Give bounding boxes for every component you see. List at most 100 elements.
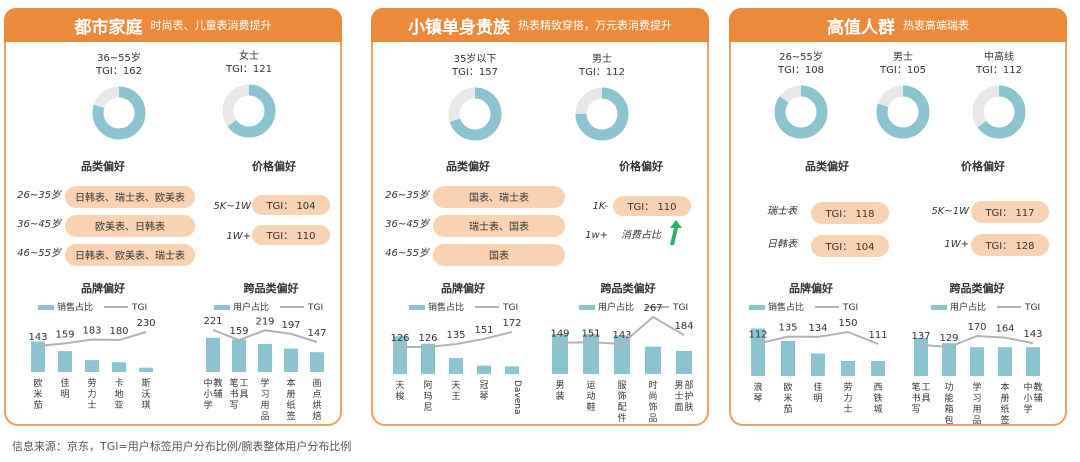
legend-line-label: TGI [502,303,518,313]
price-pill [252,195,330,215]
bar-劳力士 [841,361,855,376]
category-label: 茄 [783,403,792,415]
category-label: 沃 [141,389,150,400]
bar-天王 [449,358,463,374]
price-label: 5K~1W [213,201,252,212]
donut-value [448,87,502,141]
category-label: 习 [972,393,981,404]
bar-天梭 [393,336,407,374]
consumption-share-text: 消费占比 [621,229,662,241]
tgi-line [559,315,685,346]
tgi-label: 143 [1023,329,1042,340]
category-label: 学 [203,399,212,411]
section-title: 品类偏好 [81,159,125,173]
legend-line-label: TGI [131,303,147,313]
bar-时尚饰品 [645,346,661,374]
tgi-label: 143 [612,330,631,341]
bar-Davena [505,366,519,374]
category-label: 肤 [684,402,693,413]
donut-label: 36~55岁 [97,51,141,64]
bar-功能箱包 [942,343,956,376]
category-label: 焙 [312,410,321,422]
category-label: 地 [114,388,123,400]
category-label: 尼 [423,402,432,413]
category-text: 国表 [489,249,509,262]
category-label: 功 [944,382,953,393]
bar-笔书写工具 [914,338,928,376]
category-label: 明 [60,389,69,400]
section-title: 品牌偏好 [441,281,485,295]
category-label: 工 [921,383,930,393]
category-label: 教 [1033,381,1042,393]
panel-body: 26~55岁 TGI：108 男士 TGI：105 中高线 TGI：112 品类偏好 价格偏好… [731,42,1065,426]
category-pill [811,235,889,257]
category-pill [433,244,565,266]
category-label: 饰 [617,390,626,402]
legend-line-label: TGI [1024,303,1040,313]
category-label: 服 [617,380,626,391]
category-text: 国表、瑞士表 [469,191,529,204]
category-label: 中 [203,377,212,389]
category-label: 米 [783,392,792,404]
tgi-label: 126 [418,333,437,344]
tgi-label: 129 [939,333,958,344]
donut-label: 男士 [592,52,612,65]
tgi-label: 151 [581,328,600,339]
category-label: 力 [87,388,96,400]
category-age-label: 46~55岁 [385,247,430,259]
price-text: TGI： 117 [984,208,1034,219]
section-title: 价格偏好 [619,159,663,173]
category-pill [65,244,195,266]
panel-header: 高值人群 热衷高端瑞表 [729,8,1067,42]
section-title: 跨品类偏好 [601,281,656,295]
category-text: TGI： 104 [824,242,874,253]
tgi-label: 267 [643,303,662,314]
category-pill [811,202,889,224]
category-label: 鞋 [586,401,595,413]
bar-学习用品 [970,347,984,376]
panel-title: 小镇单身贵族 [408,17,510,38]
bar-冠琴 [477,365,491,374]
legend-bar-label: 用户占比 [598,301,634,313]
category-age-label: 46~55岁 [17,247,62,259]
bar-学习用品 [258,343,272,372]
category-label: 用 [972,404,981,415]
category-label: 茄 [33,399,42,411]
tgi-label: 143 [28,332,47,343]
tgi-label: 159 [229,326,248,337]
panel-town-single: 小镇单身贵族 热表精致穿搭，万元表消费提升 35岁以下 TGI：157 男士 TGI：… [371,8,709,426]
category-label: 面 [674,402,683,413]
bar-画点烘焙 [310,352,324,372]
donut-value [575,87,629,141]
tgi-label: 111 [868,330,887,341]
category-label: 劳 [87,377,96,389]
section-title: 跨品类偏好 [950,281,1005,295]
category-label: 本 [1000,381,1009,393]
panel-title: 都市家庭 [74,17,143,38]
category-label: 装 [555,390,564,402]
price-pill [613,196,691,216]
category-label: 签 [1000,414,1009,426]
bar-中小学教辅 [206,337,220,372]
price-text: TGI： 104 [265,201,315,212]
legend-bar-swatch [579,305,595,310]
up-arrow-icon [670,220,682,245]
tgi-label: 150 [838,318,857,329]
tgi-label: 147 [307,328,326,339]
category-label: 学 [260,377,269,389]
price-label: 1W+ [944,239,969,250]
price-label: 1K- [592,201,608,212]
category-label: 力 [843,392,852,404]
panel-graphics: 26~55岁 TGI：108 男士 TGI：105 中高线 TGI：112 品类偏好 价格偏好… [748,50,1049,426]
category-label: Davena [512,380,522,415]
category-label: 米 [33,388,42,400]
tgi-line [400,331,513,348]
category-label: 品 [648,413,657,424]
legend-bar-swatch [931,305,947,310]
panel-subtitle: 热衷高端瑞表 [903,19,969,32]
legend-line-label: TGI [842,303,858,313]
section-title: 价格偏好 [961,159,1005,173]
tgi-label: 180 [109,326,128,337]
tgi-label: 159 [55,329,74,340]
